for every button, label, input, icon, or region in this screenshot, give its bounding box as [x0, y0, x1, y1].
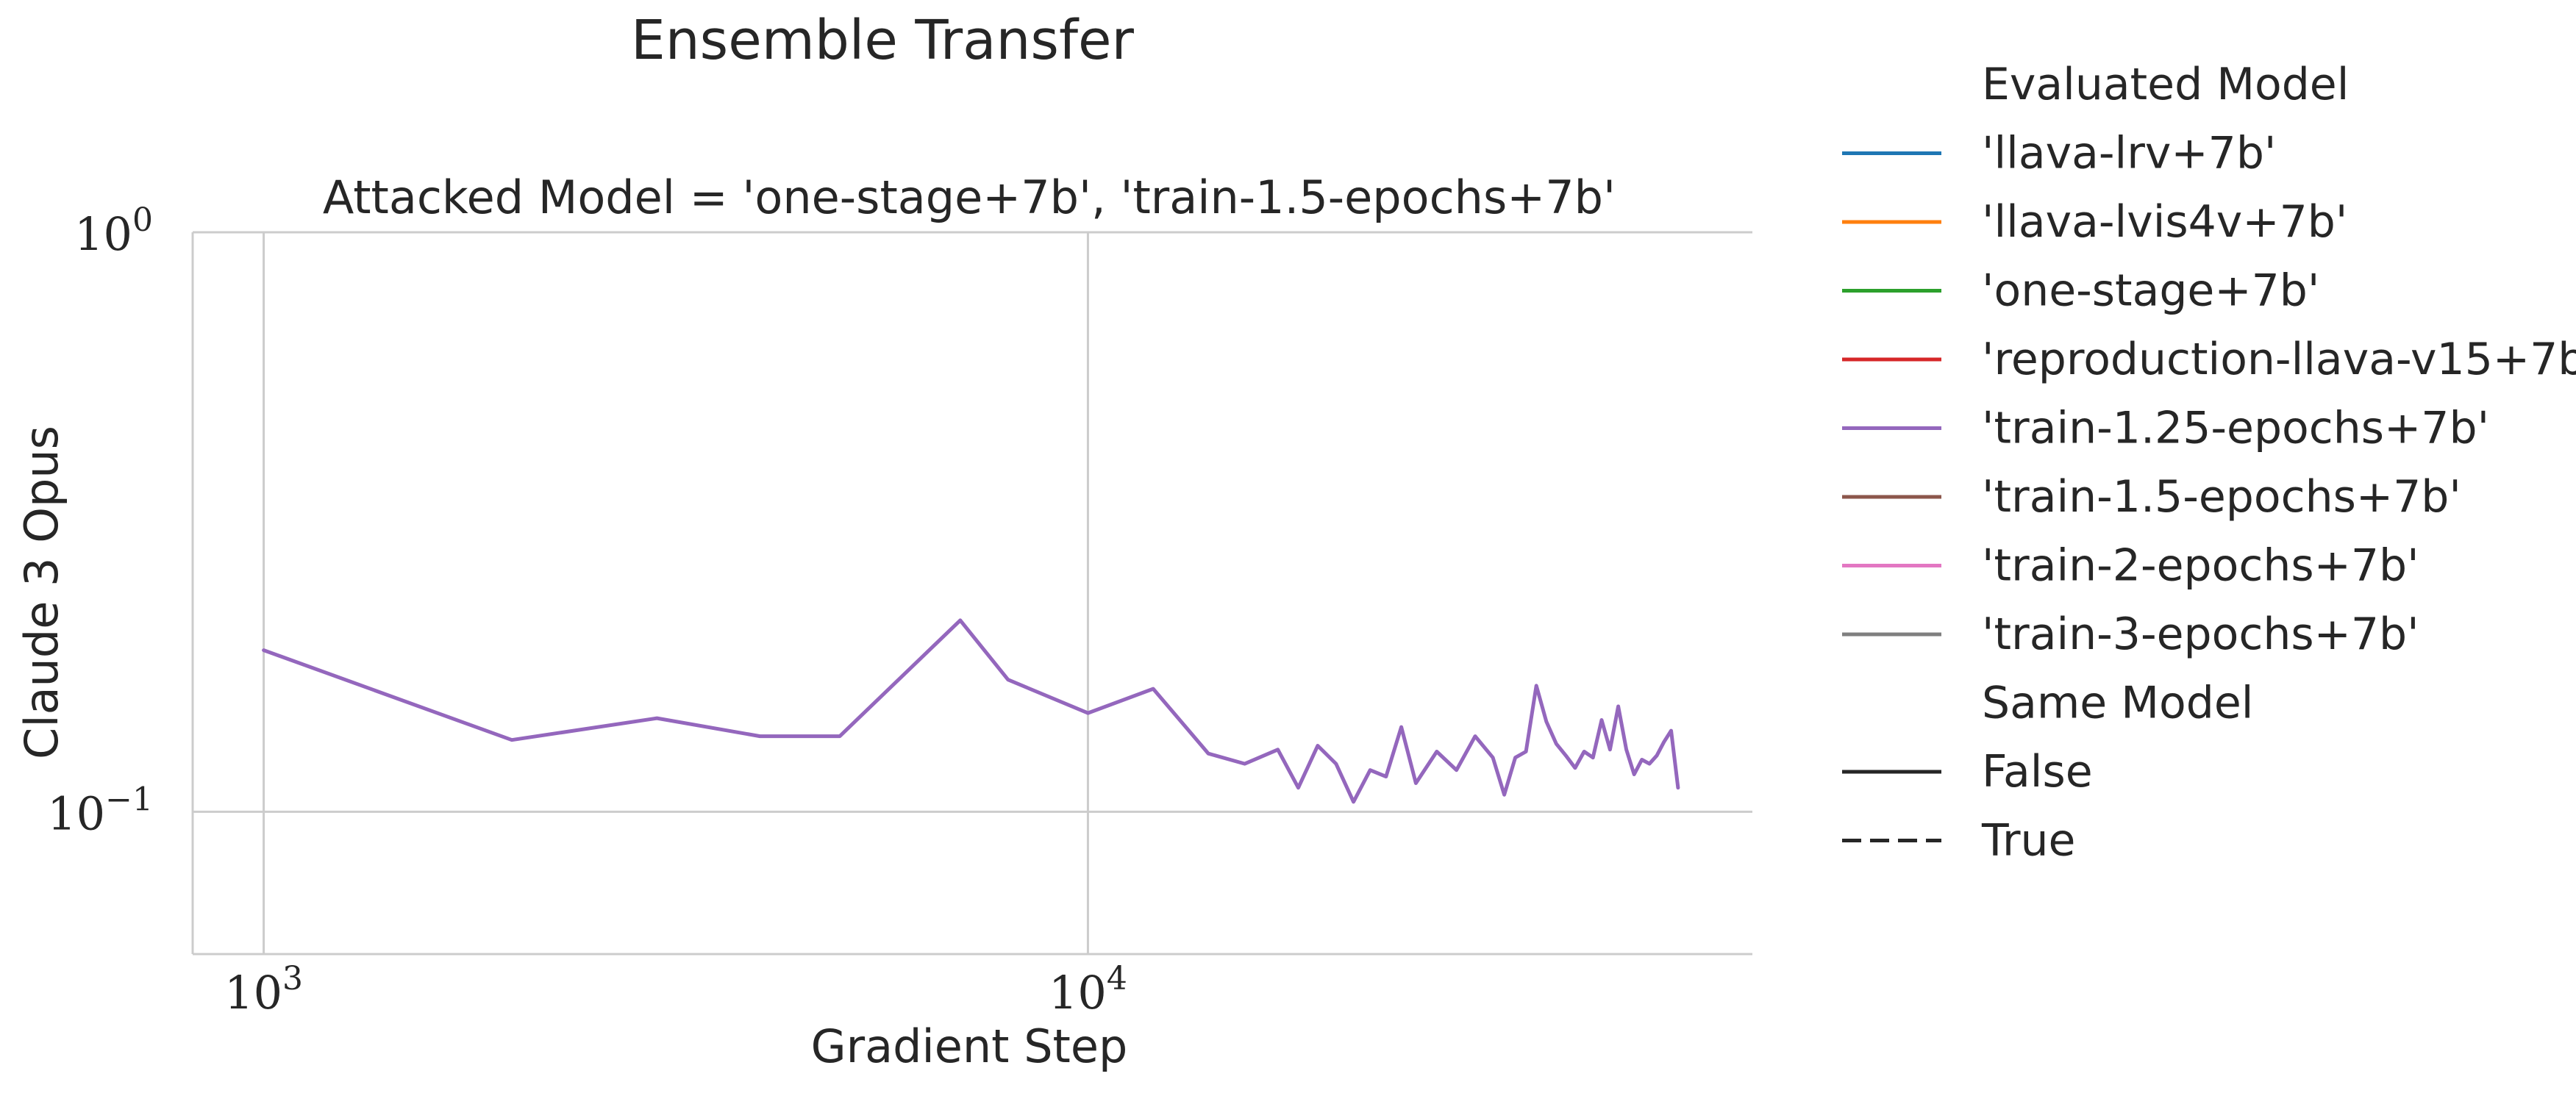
legend-item: 'train-1.25-epochs+7b': [1982, 403, 2489, 454]
legend-item: 'one-stage+7b': [1982, 265, 2319, 317]
chart-suptitle: Ensemble Transfer: [631, 9, 1135, 72]
plot-area: 103 104 10−1 100: [47, 201, 1752, 1019]
gridlines: [193, 231, 1752, 954]
legend-item: True: [1981, 815, 2075, 867]
axes: [191, 232, 1752, 956]
legend-item: False: [1982, 746, 2093, 798]
chart-title: Attacked Model = 'one-stage+7b', 'train-…: [323, 171, 1616, 224]
series-line: [262, 618, 1680, 804]
legend-item: 'reproduction-llava-v15+7b': [1982, 334, 2576, 385]
y-tick-label: 10−1: [47, 781, 153, 840]
legend-title-same-model: Same Model: [1982, 678, 2253, 729]
y-tick-label: 100: [74, 201, 153, 261]
legend-item: 'train-1.5-epochs+7b': [1982, 471, 2461, 523]
x-tick-label: 103: [224, 960, 303, 1019]
legend: Evaluated Model 'llava-lrv+7b' 'llava-lvis…: [1842, 59, 2576, 867]
legend-item: 'train-2-epochs+7b': [1982, 540, 2419, 592]
legend-title-evaluated-model: Evaluated Model: [1982, 59, 2349, 110]
y-axis-label: Claude 3 Opus: [15, 426, 68, 759]
series-layer: [262, 618, 1680, 804]
legend-item: 'llava-lvis4v+7b': [1982, 196, 2347, 248]
x-tick-label: 104: [1049, 960, 1127, 1019]
x-axis-label: Gradient Step: [811, 1019, 1128, 1073]
ticks-layer: 103 104 10−1 100: [47, 201, 1127, 1019]
legend-item: 'llava-lrv+7b': [1982, 128, 2276, 179]
legend-item: 'train-3-epochs+7b': [1982, 609, 2419, 660]
